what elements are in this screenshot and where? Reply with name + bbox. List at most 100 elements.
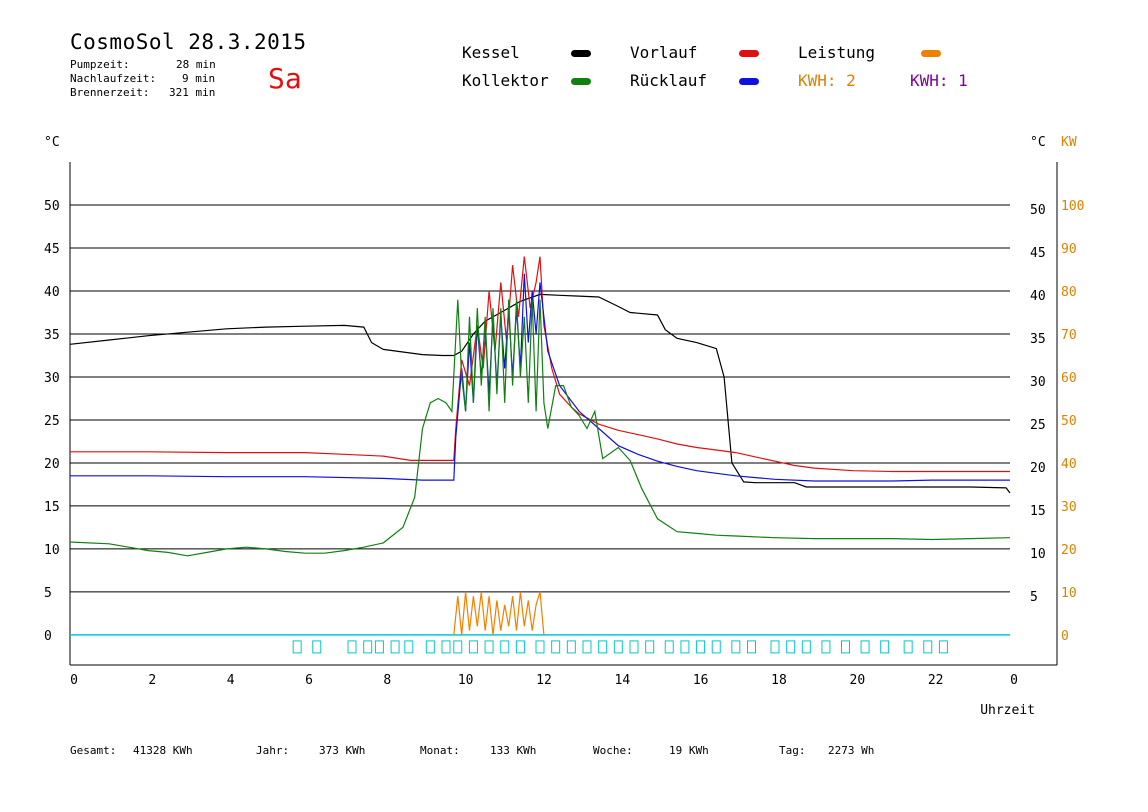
y-tick-label-right: 10	[1030, 547, 1046, 562]
pump-marker	[841, 640, 850, 654]
y-tick-label-right: 35	[1030, 332, 1046, 347]
pump-marker	[425, 640, 435, 654]
legend-leistung-swatch	[921, 50, 941, 57]
y-tick-label-right: 25	[1030, 418, 1046, 433]
pump-marker	[374, 640, 384, 654]
x-tick-label: 14	[615, 673, 631, 688]
y-tick-label-right: 40	[1030, 289, 1046, 304]
x-tick-label: 0	[1010, 673, 1018, 688]
pump-marker	[680, 640, 690, 654]
series-kessel-line	[69, 293, 1011, 494]
x-tick-label: 0	[70, 673, 78, 688]
pump-marker	[860, 640, 870, 654]
pump-marker	[747, 640, 756, 654]
nachlauf-label: Nachlaufzeit:	[70, 72, 157, 85]
legend-kollektor-swatch	[571, 78, 591, 85]
pump-marker	[551, 640, 561, 654]
y-axis-unit-left: °C	[44, 135, 60, 150]
brenner-label: Brennerzeit:	[70, 86, 150, 99]
y-tick-label-left: 25	[44, 414, 60, 429]
y-tick-label-left: 10	[44, 543, 60, 558]
x-tick-label: 22	[928, 673, 944, 688]
legend-vorlauf-swatch	[739, 50, 759, 57]
legend-kollektor-label: Kollektor	[462, 71, 549, 90]
y-tick-label-left: 45	[44, 242, 60, 257]
pump-marker	[347, 640, 357, 654]
pump-marker	[404, 640, 414, 654]
pump-marker	[598, 640, 608, 654]
chart-title: CosmoSol 28.3.2015	[70, 30, 307, 54]
pump-marker	[453, 640, 463, 654]
y2-tick-label: 70	[1061, 328, 1077, 343]
x-tick-label: 16	[693, 673, 709, 688]
y2-tick-label: 60	[1061, 371, 1077, 386]
pump-marker	[664, 640, 674, 654]
x-tick-label: 8	[383, 673, 391, 688]
pump-marker	[484, 640, 494, 654]
pumpzeit-label: Pumpzeit:	[70, 58, 130, 71]
tag-value: 2273 Wh	[828, 744, 875, 757]
y-tick-label-right: 20	[1030, 461, 1046, 476]
pump-marker	[938, 640, 948, 654]
y2-tick-label: 50	[1061, 414, 1077, 429]
woche-label: Woche:	[593, 744, 633, 757]
y-tick-label-left: 15	[44, 500, 60, 515]
y2-axis-unit: KW	[1061, 135, 1077, 150]
x-tick-label: 20	[850, 673, 866, 688]
y2-tick-label: 10	[1061, 586, 1077, 601]
tag-label: Tag:	[779, 744, 806, 757]
x-tick-label: 6	[305, 673, 313, 688]
pump-marker	[923, 640, 933, 654]
y-tick-label-right: 5	[1030, 590, 1038, 605]
legend-leistung-label: Leistung	[798, 43, 876, 62]
weekday-label: Sa	[268, 62, 302, 95]
x-tick-label: 2	[148, 673, 156, 688]
legend-kessel-swatch	[571, 50, 591, 57]
gesamt-label: Gesamt:	[70, 744, 117, 757]
pump-marker	[566, 640, 576, 654]
legend-kessel-label: Kessel	[462, 43, 520, 62]
y2-tick-label: 0	[1061, 629, 1069, 644]
pump-marker	[515, 640, 525, 654]
y-tick-label-left: 0	[44, 629, 52, 644]
pump-marker	[468, 640, 478, 654]
pump-marker	[441, 640, 451, 654]
nachlauf-value: 9 min	[182, 72, 216, 85]
series-vorlauf-line	[70, 256, 1010, 473]
pump-marker	[535, 640, 545, 654]
x-axis-title: Uhrzeit	[980, 703, 1035, 718]
pump-marker	[390, 640, 400, 654]
y2-tick-label: 30	[1061, 500, 1077, 515]
y-tick-label-right: 50	[1030, 203, 1046, 218]
y-tick-label-left: 50	[44, 199, 60, 214]
pump-marker	[292, 640, 302, 654]
pump-marker	[821, 640, 831, 654]
y-tick-label-left: 35	[44, 328, 60, 343]
y-tick-label-right: 45	[1030, 246, 1046, 261]
y2-tick-label: 80	[1061, 285, 1077, 300]
y2-tick-label: 100	[1061, 199, 1084, 214]
x-tick-label: 10	[458, 673, 474, 688]
pump-marker	[770, 640, 780, 654]
y-tick-label-right: 15	[1030, 504, 1046, 519]
series-rcklauf-line	[70, 273, 1010, 482]
legend-ruecklauf-label: Rücklauf	[630, 71, 708, 90]
jahr-value: 373 KWh	[319, 744, 366, 757]
pump-marker	[312, 640, 322, 654]
y-tick-label-left: 20	[44, 457, 60, 472]
legend-vorlauf-label: Vorlauf	[630, 43, 698, 62]
gesamt-value: 41328 KWh	[133, 744, 193, 757]
pump-marker	[731, 640, 741, 654]
pump-marker	[880, 640, 890, 654]
pump-marker	[582, 640, 592, 654]
series-kollektor-line	[69, 299, 1011, 557]
x-tick-label: 4	[227, 673, 235, 688]
pump-marker	[801, 640, 811, 654]
y2-tick-label: 20	[1061, 543, 1077, 558]
pumpzeit-value: 28 min	[176, 58, 216, 71]
x-tick-label: 12	[536, 673, 552, 688]
y-tick-label-left: 40	[44, 285, 60, 300]
y2-tick-label: 40	[1061, 457, 1077, 472]
legend-ruecklauf-swatch	[739, 78, 759, 85]
